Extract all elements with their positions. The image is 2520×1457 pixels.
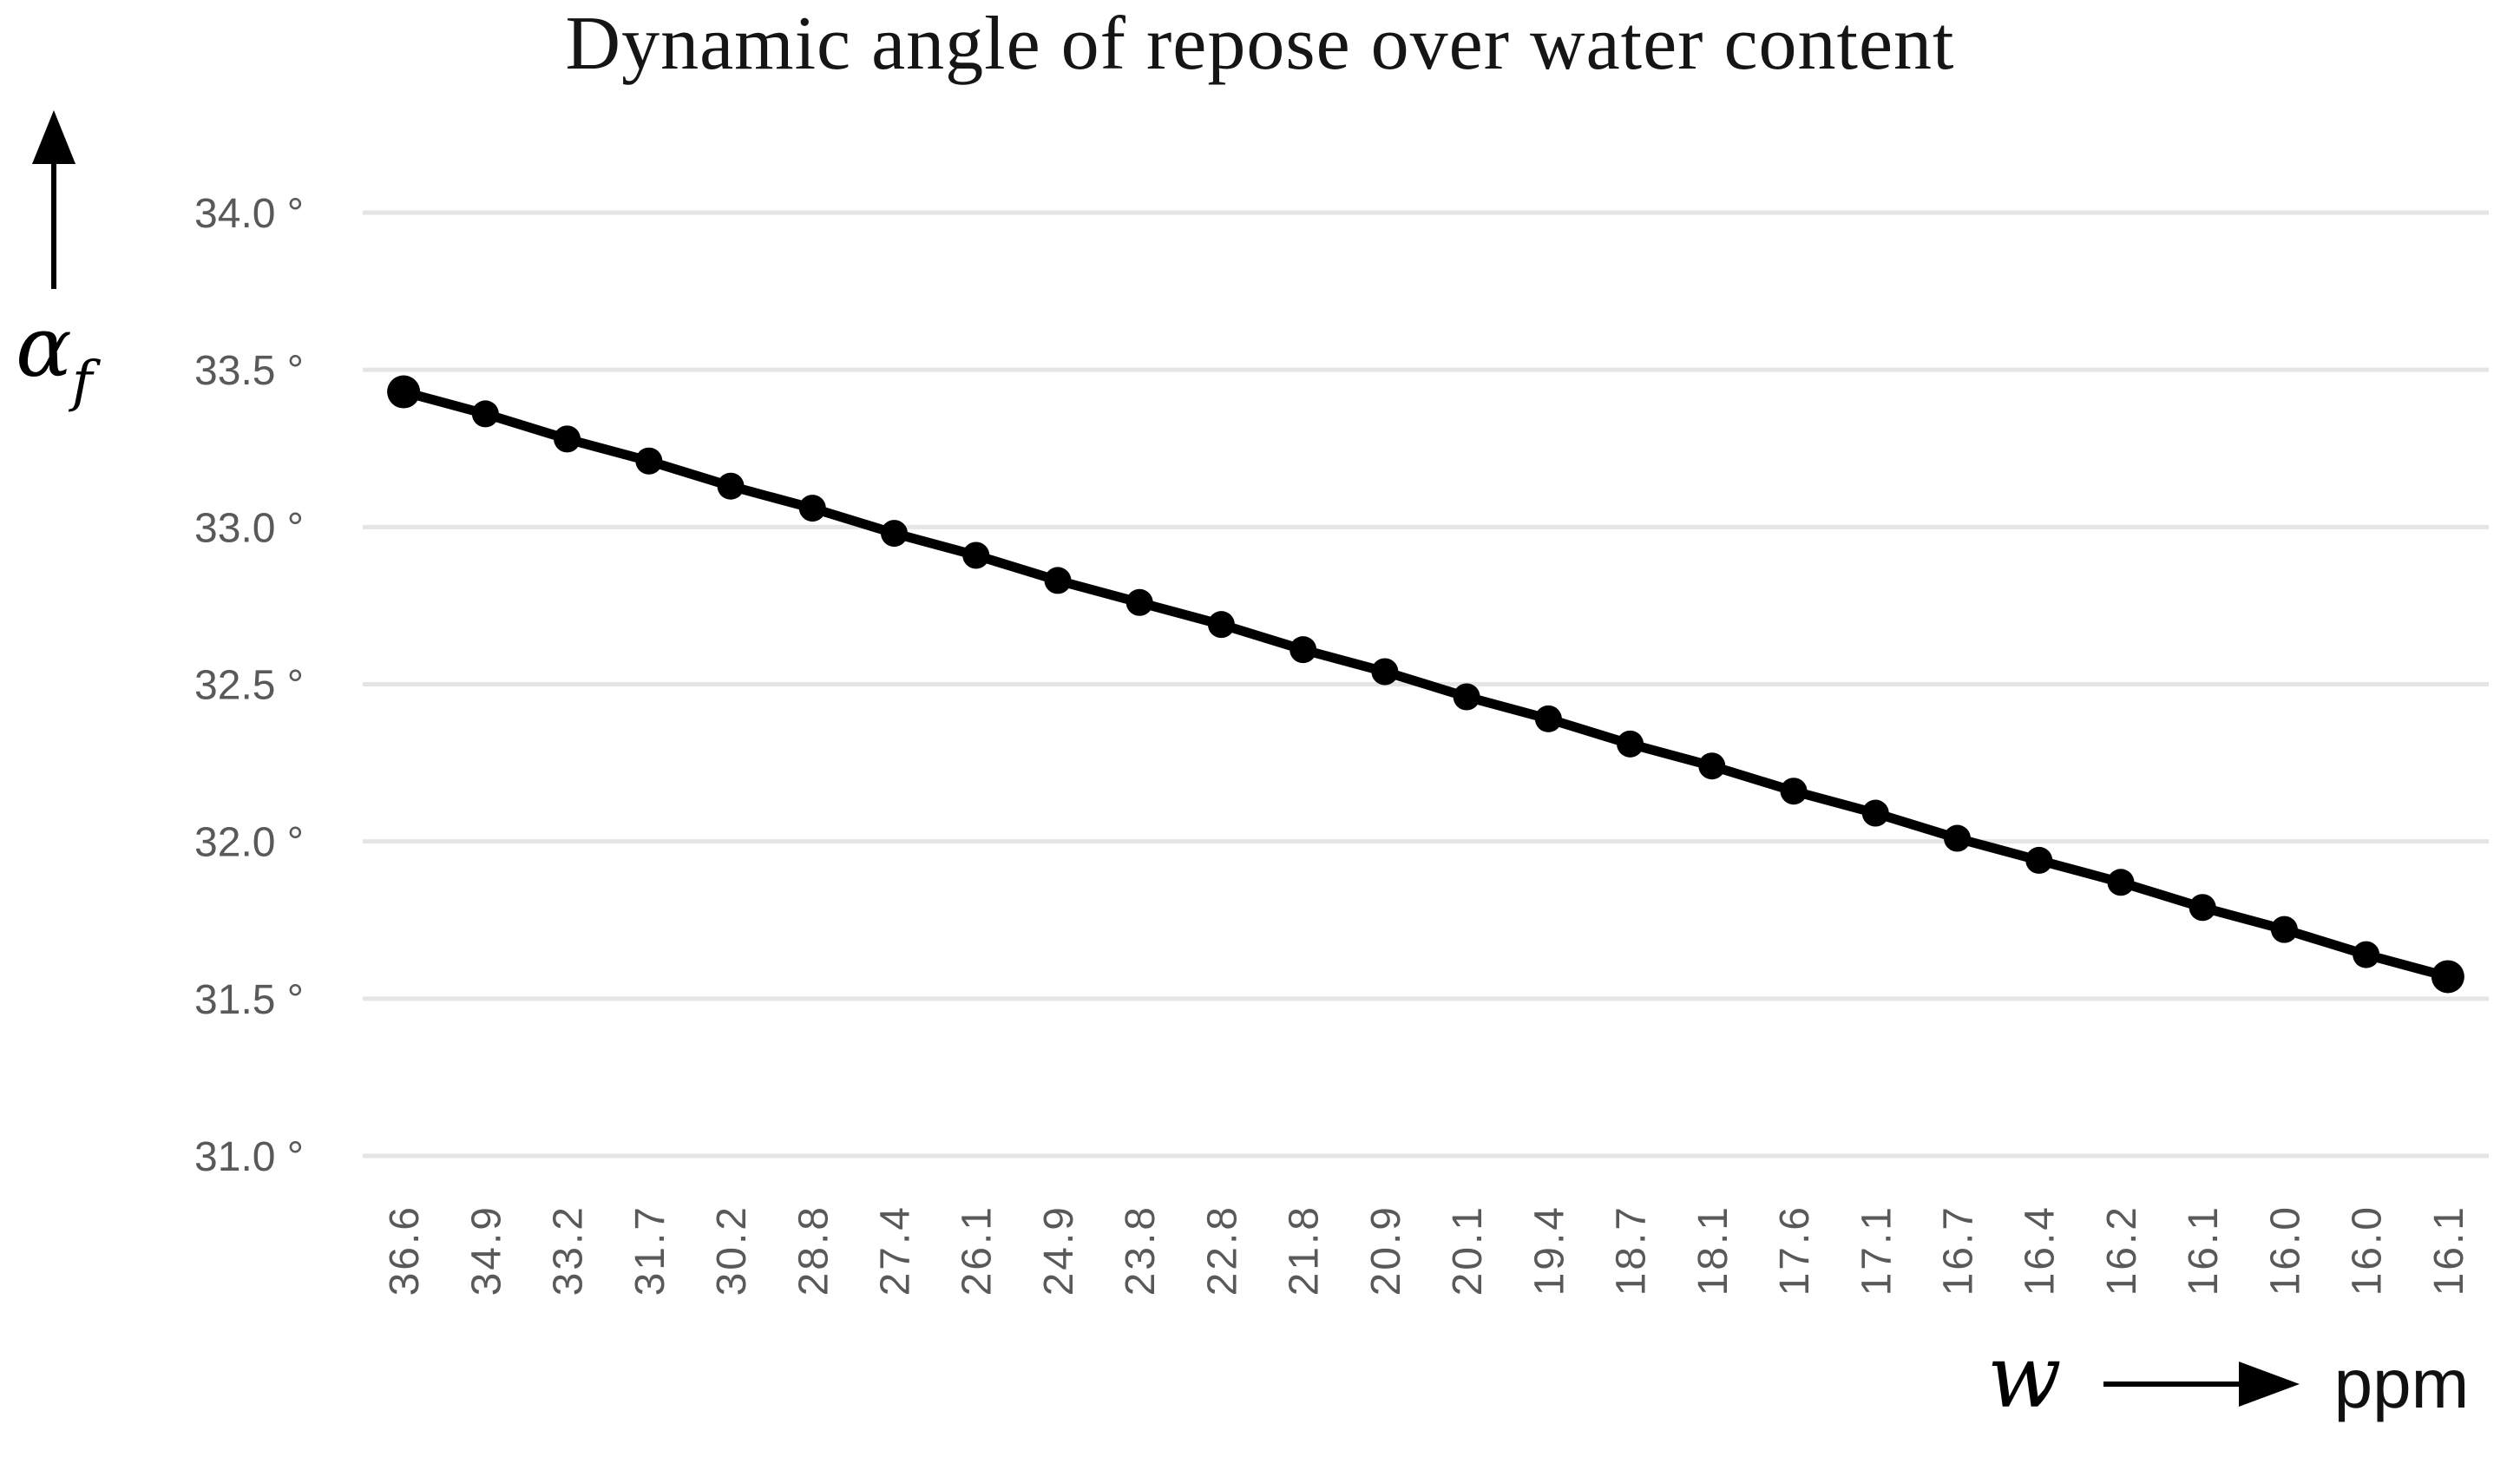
x-tick-label: 18.1	[1690, 1204, 1736, 1296]
data-point	[962, 541, 990, 569]
data-point	[1453, 683, 1480, 711]
data-point	[1861, 799, 1889, 827]
data-point	[2270, 916, 2298, 943]
x-tick-label: 16.4	[2018, 1204, 2064, 1296]
series-group	[387, 375, 2464, 994]
data-point	[2431, 960, 2464, 994]
x-tick-labels-group: 36.6 34.9 33.2 31.7 30.2 28.8 27.4 26.1 24.9 23.8…	[382, 1204, 2472, 1296]
data-point	[2025, 846, 2053, 874]
x-tick-label: 30.2	[709, 1204, 755, 1296]
x-tick-label: 16.1	[2426, 1204, 2472, 1296]
data-point	[1290, 636, 1317, 664]
y-tick-label: 33.5 °	[194, 348, 304, 394]
data-point	[1044, 567, 1072, 594]
data-point	[1207, 611, 1235, 639]
x-tick-label: 20.1	[1445, 1204, 1491, 1296]
data-point	[1125, 588, 1153, 616]
x-tick-label: 19.4	[1526, 1204, 1572, 1296]
x-tick-label: 16.0	[2262, 1204, 2308, 1296]
x-tick-label: 16.1	[2181, 1204, 2227, 1296]
data-point	[554, 425, 581, 453]
x-tick-label: 24.9	[1036, 1204, 1082, 1296]
y-tick-label: 34.0 °	[194, 191, 304, 237]
data-point	[881, 520, 908, 548]
x-tick-label: 27.4	[873, 1204, 919, 1296]
x-tick-label: 21.8	[1282, 1204, 1328, 1296]
y-axis-symbol: α	[16, 299, 72, 396]
data-point	[1698, 752, 1726, 780]
x-tick-label: 31.7	[627, 1204, 673, 1296]
y-axis-symbol-subscript: f	[71, 350, 93, 414]
x-tick-label: 17.1	[1854, 1204, 1900, 1296]
chart-title: Dynamic angle of repose over water conte…	[565, 2, 1955, 86]
y-axis-arrow-icon	[32, 110, 75, 289]
y-tick-labels-group: 34.0 ° 33.5 ° 33.0 ° 32.5 ° 32.0 ° 31.5 ° 31.0…	[194, 191, 304, 1180]
y-axis-label: αf	[16, 305, 93, 410]
data-point	[2189, 894, 2216, 922]
data-point	[2107, 869, 2135, 896]
x-tick-label: 16.0	[2345, 1204, 2391, 1296]
x-axis-label: w ppm	[1987, 1334, 2470, 1427]
y-tick-label: 32.5 °	[194, 663, 304, 709]
x-tick-label: 22.8	[1199, 1204, 1245, 1296]
x-tick-label: 16.2	[2099, 1204, 2145, 1296]
x-tick-label: 18.7	[1609, 1204, 1655, 1296]
x-tick-label: 17.6	[1772, 1204, 1818, 1296]
x-tick-label: 33.2	[546, 1204, 592, 1296]
x-tick-label: 23.8	[1118, 1204, 1164, 1296]
x-axis-symbol: w	[1987, 1326, 2062, 1427]
data-point	[635, 447, 663, 475]
x-tick-label: 16.7	[1936, 1204, 1982, 1296]
x-tick-label: 20.9	[1363, 1204, 1409, 1296]
data-point	[1780, 778, 1808, 805]
y-tick-label: 31.5 °	[194, 977, 304, 1023]
data-point	[798, 495, 826, 522]
x-tick-label: 36.6	[382, 1204, 428, 1296]
y-tick-label: 31.0 °	[194, 1134, 304, 1180]
x-tick-label: 34.9	[463, 1204, 509, 1296]
data-point	[1371, 658, 1399, 686]
data-point	[2353, 941, 2380, 968]
x-tick-label: 26.1	[955, 1204, 1001, 1296]
data-point	[387, 375, 421, 409]
x-axis-arrow-icon	[2103, 1362, 2300, 1407]
data-point	[1534, 705, 1562, 732]
data-point	[1944, 824, 1971, 852]
series-line	[398, 387, 2453, 981]
y-tick-label: 32.0 °	[194, 820, 304, 866]
x-axis-unit: ppm	[2333, 1345, 2470, 1422]
y-tick-label: 33.0 °	[194, 505, 304, 551]
data-point	[471, 400, 499, 428]
data-point	[717, 472, 745, 500]
x-tick-label: 28.8	[791, 1204, 837, 1296]
data-point	[1617, 730, 1644, 758]
